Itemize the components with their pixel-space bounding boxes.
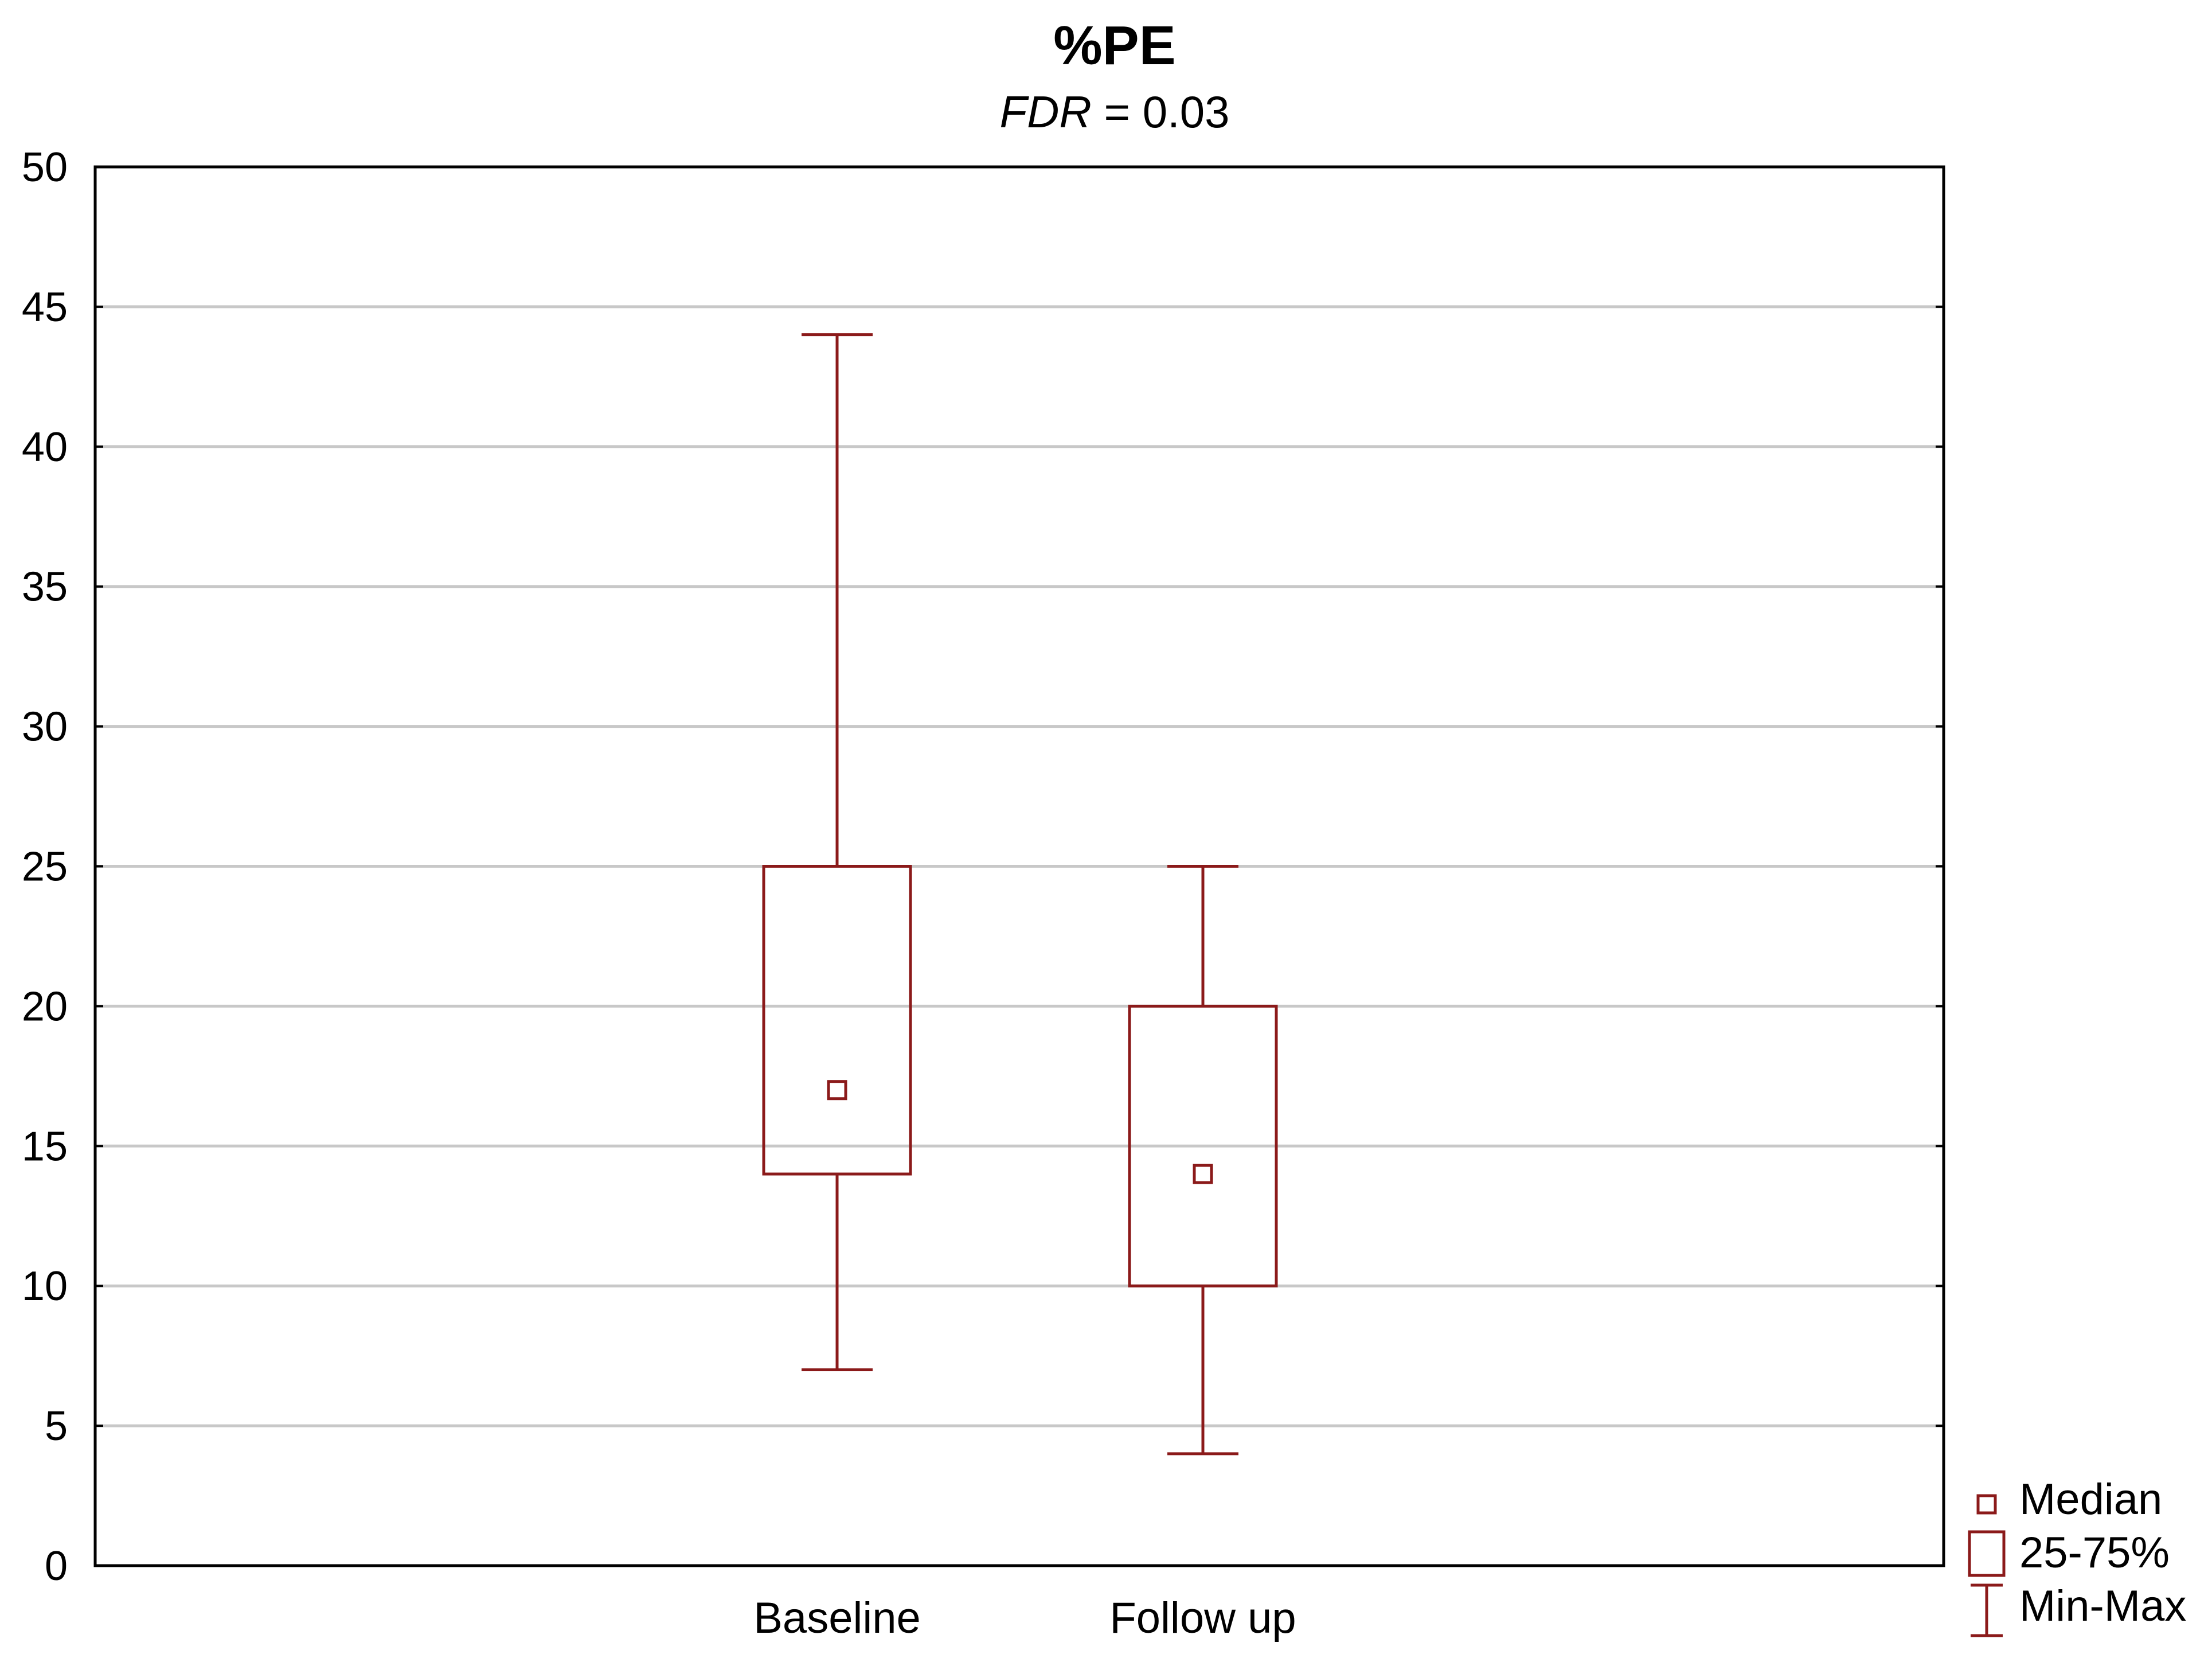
legend-item-whisker: Min-Max [1971,1582,2186,1637]
chart-title: %PE [1053,15,1175,76]
box-baseline [762,333,912,1372]
y-tick-label: 50 [22,145,68,190]
chart-subtitle: FDR = 0.03 [999,87,1229,137]
y-tick-label: 35 [22,564,68,610]
x-category-label: Baseline [753,1594,921,1643]
y-tick-label: 40 [22,424,68,470]
boxes [762,333,1278,1456]
iqr-box [762,865,912,1176]
plot-frame [93,165,1945,1567]
y-tick-label: 0 [45,1543,68,1589]
x-axis-labels: Baseline Follow up [753,1594,1296,1643]
legend-label: Median [2019,1475,2162,1524]
y-tick-label: 20 [22,984,68,1029]
small-square-icon [1976,1494,1997,1515]
y-tick-label: 45 [22,284,68,330]
legend-label: Min-Max [2019,1582,2186,1630]
x-category-label: Follow up [1109,1594,1296,1643]
subtitle-italic-part: FDR [999,87,1091,137]
y-tick-label: 10 [22,1263,68,1309]
box-icon [1968,1530,2006,1577]
y-tick-label: 30 [22,704,68,750]
median-marker [1193,1164,1213,1184]
legend-item-median: Median [1976,1475,2162,1524]
median-marker [827,1080,847,1101]
box-follow-up [1128,865,1278,1456]
legend-item-box: 25-75% [1968,1528,2170,1577]
iqr-box [1128,1004,1278,1288]
y-tick-label: 15 [22,1123,68,1169]
y-tick-label: 25 [22,844,68,890]
gridlines [95,305,1944,1427]
legend-label: 25-75% [2019,1528,2170,1577]
subtitle-rest: = 0.03 [1092,87,1230,137]
y-tick-label: 5 [45,1403,68,1449]
y-axis: 0 5 10 15 20 25 30 35 40 45 50 [22,145,1944,1589]
